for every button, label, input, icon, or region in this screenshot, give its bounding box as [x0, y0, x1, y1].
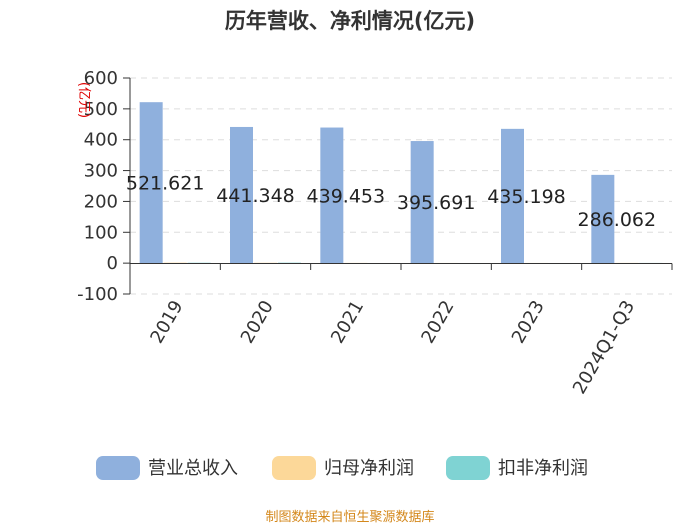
bar-s0-5 — [591, 174, 615, 264]
y-tick-label-6: 0 — [107, 253, 118, 274]
x-tick-label-0: 2019 — [146, 297, 187, 347]
y-axis-ticks: 600 500 400 300 200 100 0 -100 — [77, 68, 130, 305]
data-labels: 521.621 441.348 439.453 395.691 435.198 286.0… — [126, 173, 656, 231]
x-tick-label-3: 2022 — [417, 297, 458, 347]
data-label-3: 395.691 — [397, 192, 476, 214]
data-label-5: 286.062 — [578, 209, 657, 231]
bar-s0-2 — [320, 127, 344, 264]
gridlines — [130, 77, 672, 295]
chart-title: 历年营收、净利情况(亿元) — [225, 9, 475, 33]
legend-label-2: 扣非净利润 — [498, 458, 588, 479]
bars — [139, 102, 663, 265]
data-label-4: 435.198 — [487, 186, 566, 208]
bar-s0-1 — [230, 126, 253, 264]
bar-s0-0 — [139, 102, 163, 264]
legend: 营业总收入 归母净利润 扣非净利润 — [96, 456, 588, 480]
y-tick-label-7: -100 — [77, 284, 118, 305]
y-tick-label-5: 100 — [84, 222, 118, 243]
x-tick-label-4: 2023 — [508, 297, 549, 347]
y-axis-unit-label: (亿元) — [76, 82, 91, 118]
legend-swatch-2 — [446, 456, 490, 480]
y-tick-label-0: 600 — [84, 68, 118, 89]
legend-swatch-1 — [272, 456, 316, 480]
legend-label-0: 营业总收入 — [148, 458, 238, 479]
x-tick-label-2: 2021 — [327, 297, 368, 347]
x-axis-ticks: 2019 2020 2021 2022 2023 2024Q1-Q3 — [146, 263, 673, 398]
y-tick-label-4: 200 — [84, 191, 118, 212]
y-tick-label-2: 400 — [84, 130, 118, 151]
y-tick-label-1: 500 — [84, 99, 118, 120]
data-label-2: 439.453 — [307, 185, 386, 207]
source-note: 制图数据来自恒生聚源数据库 — [265, 509, 434, 525]
legend-label-1: 归母净利润 — [324, 458, 414, 479]
x-tick-label-1: 2020 — [237, 297, 278, 347]
legend-swatch-0 — [96, 456, 140, 480]
bar-s0-3 — [410, 141, 434, 264]
data-label-0: 521.621 — [126, 173, 205, 195]
x-tick-label-5: 2024Q1-Q3 — [569, 297, 639, 398]
y-tick-label-3: 300 — [84, 161, 118, 182]
bar-s0-4 — [501, 128, 524, 264]
data-label-1: 441.348 — [216, 185, 295, 207]
